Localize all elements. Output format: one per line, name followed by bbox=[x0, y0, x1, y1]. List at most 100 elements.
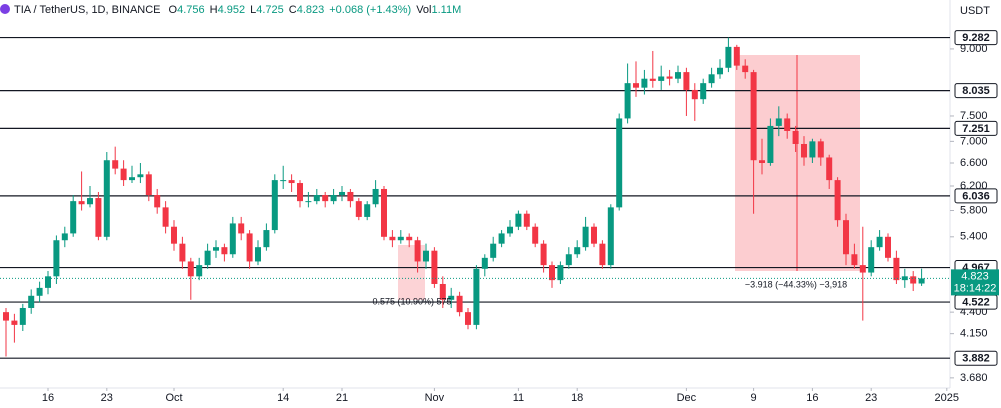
candle-body bbox=[45, 276, 51, 288]
candle-body bbox=[204, 250, 211, 266]
plot bbox=[0, 36, 950, 359]
legend-change: +0.068 (+1.43%) bbox=[329, 4, 411, 16]
candle-body bbox=[691, 89, 698, 100]
candle-body bbox=[641, 78, 648, 88]
symbol-icon bbox=[0, 4, 10, 14]
candle-body bbox=[481, 257, 488, 269]
x-tick-label: 14 bbox=[277, 392, 289, 404]
candle-body bbox=[775, 118, 782, 126]
candle-body bbox=[767, 125, 774, 163]
candle-body bbox=[834, 180, 841, 221]
candle-body bbox=[515, 213, 522, 227]
candle-body bbox=[255, 247, 261, 262]
y-tick-label: 6.600 bbox=[960, 157, 988, 169]
candle-body bbox=[355, 201, 362, 217]
candle-body bbox=[507, 226, 513, 234]
x-tick-label: 11 bbox=[513, 392, 524, 404]
countdown: 18:14:22 bbox=[954, 282, 997, 294]
candle-body bbox=[708, 74, 715, 84]
legend-label: L bbox=[250, 4, 256, 16]
legend-value: 1.11M bbox=[431, 4, 461, 16]
candle-body bbox=[801, 143, 807, 158]
current-price-label: 4.823 bbox=[961, 270, 989, 282]
annotation: 0.575 (10.90%) 575 bbox=[372, 296, 451, 306]
candle-body bbox=[364, 204, 371, 217]
candle-body bbox=[280, 180, 287, 182]
candle-body bbox=[817, 141, 824, 158]
candle-body bbox=[843, 220, 849, 255]
candle-body bbox=[229, 223, 236, 255]
candle-body bbox=[649, 78, 656, 81]
candle-body bbox=[171, 226, 177, 244]
candle-body bbox=[901, 276, 908, 281]
candle-body bbox=[11, 320, 18, 325]
candle-body bbox=[582, 226, 589, 248]
legend-value: 4.952 bbox=[218, 4, 246, 16]
candle-body bbox=[271, 180, 278, 231]
candle-body bbox=[633, 83, 639, 88]
candle-body bbox=[397, 236, 404, 241]
candle-body bbox=[179, 243, 186, 262]
level-label-box bbox=[954, 188, 998, 204]
candle-body bbox=[658, 76, 665, 81]
candle-body bbox=[826, 157, 833, 181]
legend-label: C bbox=[289, 4, 297, 16]
candle-body bbox=[540, 243, 547, 266]
candle-body bbox=[733, 46, 740, 66]
legend-label: O bbox=[169, 4, 178, 16]
candle-body bbox=[297, 183, 303, 202]
price-range-box bbox=[398, 245, 425, 300]
candle-body bbox=[19, 307, 26, 325]
candle-body bbox=[591, 226, 597, 244]
candle-body bbox=[372, 188, 379, 205]
candle-body bbox=[120, 168, 127, 181]
candle-body bbox=[565, 254, 572, 266]
x-tick-label: 21 bbox=[336, 392, 348, 404]
candle-body bbox=[448, 295, 455, 300]
legend-value: 4.823 bbox=[297, 4, 325, 16]
candle-body bbox=[162, 207, 169, 227]
candle-body bbox=[196, 265, 203, 277]
x-tick-label: Oct bbox=[165, 392, 182, 404]
candle-body bbox=[792, 130, 799, 144]
candle-body bbox=[103, 160, 110, 237]
candle-body bbox=[389, 236, 396, 241]
y-tick-label: 9.000 bbox=[960, 43, 988, 55]
candle-body bbox=[95, 198, 102, 237]
candle-body bbox=[78, 201, 85, 205]
x-tick-label: 16 bbox=[42, 392, 54, 404]
candle-body bbox=[305, 201, 312, 203]
candle-body bbox=[532, 226, 539, 244]
level-label: 4.522 bbox=[962, 296, 990, 308]
candle-body bbox=[238, 223, 245, 234]
candle-body bbox=[112, 160, 119, 169]
candle-body bbox=[456, 295, 463, 313]
level-label: 9.282 bbox=[962, 32, 990, 44]
candle-body bbox=[61, 233, 68, 241]
candle-body bbox=[750, 72, 757, 161]
candle-body bbox=[129, 177, 135, 181]
candle-body bbox=[809, 141, 816, 158]
candle-body bbox=[221, 247, 228, 255]
candle-body bbox=[145, 174, 152, 196]
candle-body bbox=[313, 195, 320, 202]
y-tick-label: 4.150 bbox=[960, 328, 988, 340]
candle-body bbox=[742, 65, 749, 73]
candle-body bbox=[498, 233, 505, 244]
candle-body bbox=[868, 247, 875, 273]
currency-label: USDT bbox=[960, 5, 990, 17]
candle-body bbox=[53, 240, 60, 277]
level-label-box bbox=[954, 30, 998, 46]
candle-body bbox=[607, 207, 614, 266]
candle-body bbox=[154, 195, 161, 208]
candle-body bbox=[330, 195, 337, 202]
candle-body bbox=[439, 283, 446, 300]
candle-body bbox=[523, 213, 530, 227]
level-label: 8.035 bbox=[962, 85, 990, 97]
x-tick-label: 23 bbox=[101, 392, 113, 404]
candle-body bbox=[414, 240, 421, 262]
candle-body bbox=[893, 257, 900, 281]
candle-body bbox=[406, 236, 413, 241]
x-tick-label: 2025 bbox=[935, 392, 959, 404]
